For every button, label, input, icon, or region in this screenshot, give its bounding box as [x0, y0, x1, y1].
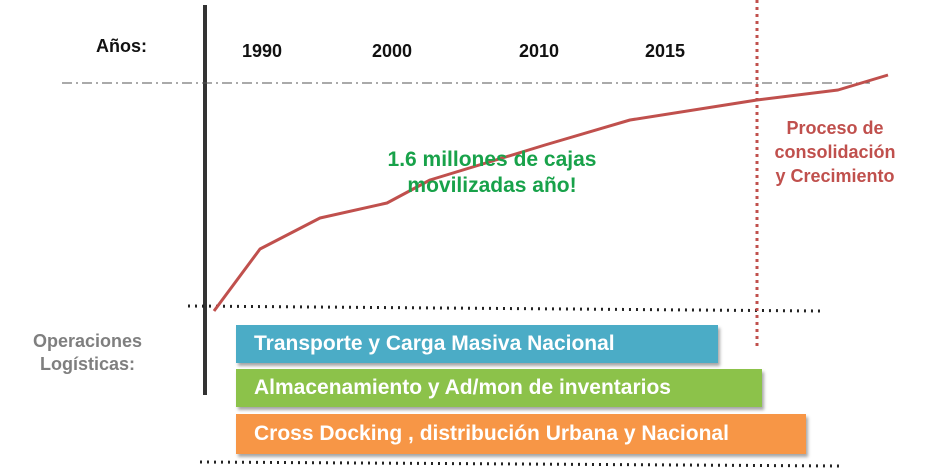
volume-annotation: 1.6 millones de cajas movilizadas año!	[352, 147, 632, 199]
operation-bar-warehousing: Almacenamiento y Ad/mon de inventarios	[236, 369, 762, 407]
year-label-2015: 2015	[645, 41, 686, 61]
operation-bar-crossdocking-label: Cross Docking , distribución Urbana y Na…	[254, 422, 729, 445]
operation-bar-warehousing-label: Almacenamiento y Ad/mon de inventarios	[254, 376, 671, 399]
operations-title: Operaciones Logísticas:	[10, 330, 165, 376]
operations-title-line2: Logísticas:	[39, 354, 136, 374]
year-label-2010: 2010	[519, 41, 560, 61]
bottom-dotted-line	[199, 460, 841, 468]
growth-curve	[212, 73, 889, 312]
volume-annotation-line1: 1.6 millones de cajas	[387, 148, 597, 171]
year-label-2000: 2000	[372, 41, 413, 61]
operation-bar-transport: Transporte y Carga Masiva Nacional	[236, 325, 718, 363]
phase-annotation-line3: y Crecimiento	[775, 166, 895, 186]
year-label-1990: 1990	[242, 41, 283, 61]
operations-title-line1: Operaciones	[32, 331, 143, 351]
operation-bar-transport-label: Transporte y Carga Masiva Nacional	[254, 332, 615, 355]
volume-annotation-line2: movilizadas año!	[407, 174, 577, 197]
phase-annotation-line1: Proceso de	[786, 118, 884, 138]
baseline-dotted-line	[187, 304, 821, 313]
phase-annotation: Proceso de consolidación y Crecimiento	[755, 116, 915, 188]
years-axis-title: Años:	[96, 36, 147, 56]
phase-annotation-line2: consolidación	[774, 142, 896, 162]
operation-bar-crossdocking: Cross Docking , distribución Urbana y Na…	[236, 414, 806, 454]
